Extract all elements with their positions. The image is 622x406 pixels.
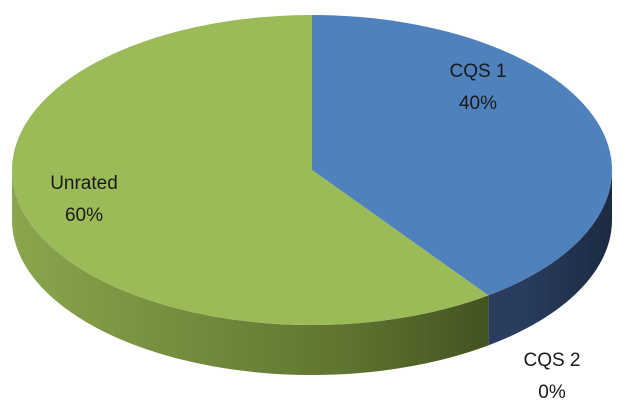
slice-top-unrated — [12, 15, 489, 325]
pie-top-faces — [12, 15, 613, 325]
label-cqs1-name: CQS 1 — [449, 61, 506, 82]
label-unrated-name: Unrated — [50, 173, 118, 194]
pie-labels: CQS 1 40% CQS 2 0% Unrated 60% — [50, 61, 580, 403]
label-unrated-value: 60% — [65, 205, 103, 226]
slice-top-cqs-1 — [312, 15, 613, 296]
label-cqs2-value: 0% — [538, 382, 566, 403]
pie-side-walls — [11, 170, 613, 376]
label-cqs2-name: CQS 2 — [523, 350, 580, 371]
slice-side-unrated — [11, 170, 489, 376]
slice-side-cqs-1 — [488, 170, 613, 346]
label-cqs1-value: 40% — [459, 93, 497, 114]
